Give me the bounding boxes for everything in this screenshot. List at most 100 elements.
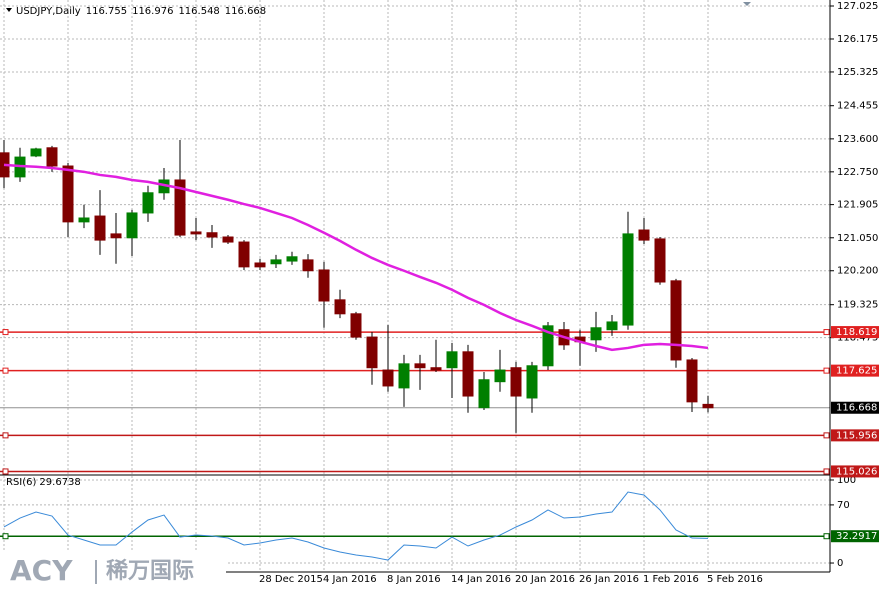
level-line-handle <box>823 329 830 336</box>
rsi-y-tick-label: 100 <box>837 475 856 486</box>
rsi-level-line-label: 32.2917 <box>836 531 877 542</box>
candle-body <box>398 363 410 389</box>
candle-body <box>222 236 234 243</box>
level-line-label: 115.026 <box>836 466 877 477</box>
candle-body <box>334 299 346 315</box>
candle-body <box>702 403 714 409</box>
level-line-handle <box>2 367 9 374</box>
level-line-label-box <box>831 326 879 339</box>
menu-triangle <box>6 8 12 12</box>
rsi-level-line-handle <box>2 533 9 540</box>
candle-body <box>302 259 314 272</box>
rsi-level-line-handle <box>823 533 830 540</box>
header-high: 116.976 <box>132 6 173 17</box>
header-low: 116.548 <box>178 6 219 17</box>
shift-marker <box>743 2 751 6</box>
candle-body <box>430 367 442 371</box>
level-line-label-box <box>831 429 879 442</box>
candle-body <box>206 232 218 238</box>
chart-header: USDJPY,Daily 116.755 116.976 116.548 116.668 <box>16 6 266 17</box>
level-line-handle <box>823 367 830 374</box>
y-tick-label: 121.905 <box>837 200 878 211</box>
candle-body <box>190 231 202 235</box>
candle-body <box>494 369 506 383</box>
plot <box>0 0 830 570</box>
candle-body <box>62 165 74 223</box>
y-tick-label: 118.475 <box>837 333 878 344</box>
price-label-box <box>831 401 879 414</box>
candle-body <box>286 256 298 262</box>
level-line-label: 118.619 <box>836 327 877 338</box>
header-open: 116.755 <box>86 6 127 17</box>
header-close: 116.668 <box>225 6 266 17</box>
y-tick-label: 120.200 <box>837 266 878 277</box>
x-tick-label: 5 Feb 2016 <box>707 574 763 585</box>
level-line-handle <box>823 432 830 439</box>
rsi-line <box>3 491 709 561</box>
level-line-label-box <box>831 465 879 478</box>
candle-body <box>670 280 682 361</box>
x-tick-label: 4 Jan 2016 <box>323 574 377 585</box>
level-line-label-box <box>831 364 879 377</box>
level-line-label: 115.956 <box>836 430 877 441</box>
candle-body <box>590 327 602 341</box>
candle-body <box>686 359 698 403</box>
y-tick-label: 124.455 <box>837 101 878 112</box>
watermark-background <box>0 550 226 594</box>
candle-body <box>622 233 634 326</box>
candle-body <box>526 365 538 399</box>
candle-body <box>414 363 426 369</box>
candle-body <box>270 259 282 265</box>
candle-body <box>94 215 106 241</box>
symbol: USDJPY,Daily <box>16 6 81 17</box>
y-tick-label: 126.175 <box>837 34 878 45</box>
x-tick-label: 1 Feb 2016 <box>643 574 699 585</box>
candle-body <box>542 325 554 367</box>
level-line-handle <box>2 432 9 439</box>
level-line-handle <box>823 468 830 475</box>
watermark: ACY 稀万国际 <box>0 550 226 594</box>
ma-line <box>3 163 709 352</box>
candle-body <box>174 179 186 236</box>
rsi-value: 29.6738 <box>39 477 80 488</box>
candle-body <box>46 147 58 167</box>
candle-body <box>382 369 394 387</box>
rsi-y-tick-label: 0 <box>837 558 843 569</box>
rsi-y-tick-label: 70 <box>837 500 850 511</box>
y-tick-label: 123.600 <box>837 134 878 145</box>
candle-body <box>30 148 42 157</box>
x-tick-label: 28 Dec 2015 <box>259 574 323 585</box>
level-line-handle <box>2 329 9 336</box>
candle-body <box>462 351 474 397</box>
candle-body <box>654 238 666 283</box>
candle-body <box>110 233 122 239</box>
candle-body <box>238 241 250 268</box>
candle-body <box>478 379 490 409</box>
candle-body <box>510 367 522 397</box>
candle-body <box>318 269 330 302</box>
y-tick-label: 119.325 <box>837 300 878 311</box>
y-tick-label: 127.025 <box>837 1 878 12</box>
level-line-label: 117.625 <box>836 366 877 377</box>
y-tick-label: 121.050 <box>837 233 878 244</box>
candle-body <box>606 321 618 331</box>
candle-body <box>446 351 458 369</box>
rsi-level-line-label-box <box>831 530 879 543</box>
candle-body <box>254 262 266 268</box>
y-tick-label: 122.750 <box>837 167 878 178</box>
watermark-text: 稀万国际 <box>106 558 194 584</box>
watermark-logo: ACY <box>10 554 73 587</box>
candle-body <box>638 229 650 241</box>
candle-body <box>78 217 90 223</box>
candle-body <box>126 212 138 239</box>
x-tick-label: 8 Jan 2016 <box>387 574 441 585</box>
x-tick-label: 20 Jan 2016 <box>515 574 575 585</box>
x-tick-label: 14 Jan 2016 <box>451 574 511 585</box>
candle-body <box>366 336 378 369</box>
candle-body <box>350 313 362 338</box>
price-label: 116.668 <box>836 403 877 414</box>
level-line-handle <box>2 468 9 475</box>
x-tick-label: 26 Jan 2016 <box>579 574 639 585</box>
